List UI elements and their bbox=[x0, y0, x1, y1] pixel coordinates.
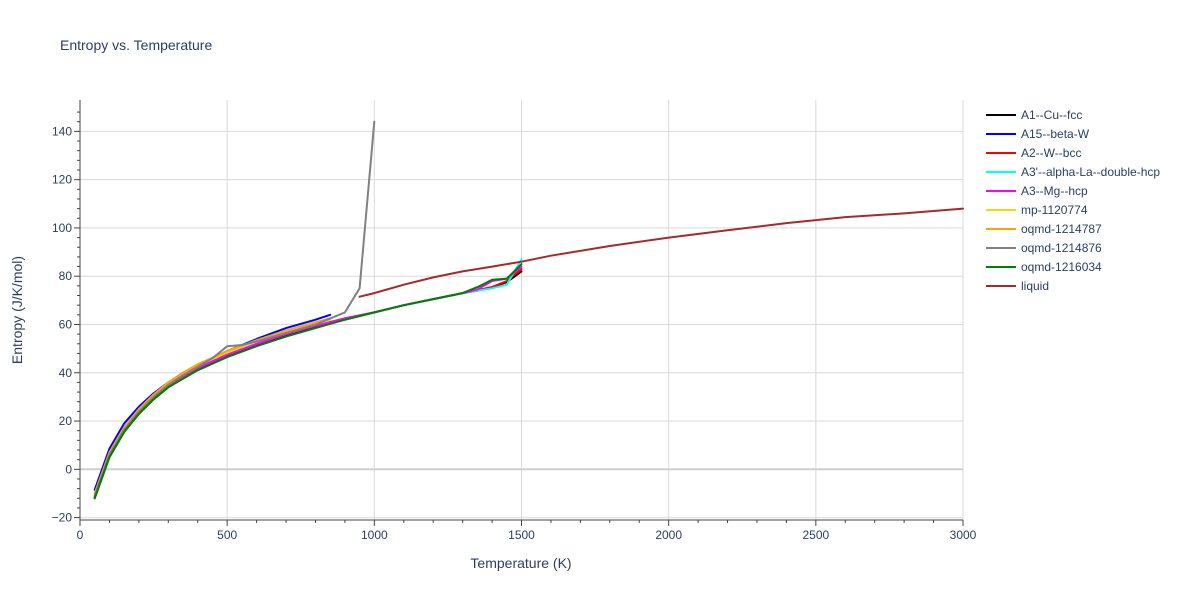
series-lines bbox=[93, 120, 964, 500]
legend-label: A3'--alpha-La--double-hcp bbox=[1021, 165, 1160, 179]
y-axis-title: Entropy (J/K/mol) bbox=[9, 256, 25, 364]
legend-label: A1--Cu--fcc bbox=[1021, 108, 1082, 122]
legend-label: liquid bbox=[1021, 279, 1049, 293]
x-tick-label: 3000 bbox=[950, 528, 977, 542]
y-tick-label: 80 bbox=[59, 269, 73, 283]
series-line-oqmd-1216034[interactable] bbox=[93, 263, 523, 500]
legend-item[interactable]: mp-1120774 bbox=[986, 203, 1088, 217]
series-line-A3--Mg--hcp[interactable] bbox=[93, 265, 523, 499]
y-tick-label: 100 bbox=[52, 221, 72, 235]
legend-label: oqmd-1214787 bbox=[1021, 222, 1102, 236]
y-tick-label: 140 bbox=[52, 124, 72, 138]
x-tick-label: 1500 bbox=[508, 528, 535, 542]
series-line-A15--beta-W[interactable] bbox=[93, 313, 332, 491]
legend-item[interactable]: oqmd-1216034 bbox=[986, 260, 1102, 274]
legend-item[interactable]: A15--beta-W bbox=[986, 127, 1090, 141]
legend-item[interactable]: A3--Mg--hcp bbox=[986, 184, 1088, 198]
legend-item[interactable]: A2--W--bcc bbox=[986, 146, 1081, 160]
x-tick-label: 500 bbox=[217, 528, 237, 542]
legend-item[interactable]: A3'--alpha-La--double-hcp bbox=[986, 165, 1160, 179]
legend-item[interactable]: oqmd-1214787 bbox=[986, 222, 1102, 236]
x-tick-label: 2000 bbox=[655, 528, 682, 542]
series-line-A1--Cu--fcc[interactable] bbox=[93, 270, 523, 500]
x-tick-label: 1000 bbox=[361, 528, 388, 542]
legend-label: A15--beta-W bbox=[1021, 127, 1090, 141]
y-tick-label: 20 bbox=[59, 414, 73, 428]
gridlines bbox=[80, 100, 964, 520]
series-line-liquid[interactable] bbox=[358, 207, 964, 298]
series-line-oqmd-1214876[interactable] bbox=[93, 120, 376, 497]
legend-label: oqmd-1216034 bbox=[1021, 260, 1102, 274]
y-tick-label: 40 bbox=[59, 366, 73, 380]
y-tick-label: −20 bbox=[52, 511, 73, 525]
chart-title: Entropy vs. Temperature bbox=[60, 37, 212, 53]
x-tick-label: 0 bbox=[77, 528, 84, 542]
legend-item[interactable]: oqmd-1214876 bbox=[986, 241, 1102, 255]
legend[interactable]: A1--Cu--fcc A15--beta-W A2--W--bcc A3'--alp… bbox=[986, 108, 1160, 293]
axes: 0 500 1000 1500 2000 2500 3000 −20 0 20 40 60 80 100 1… bbox=[52, 100, 977, 542]
legend-label: mp-1120774 bbox=[1021, 203, 1088, 217]
series-line-A2--W--bcc[interactable] bbox=[93, 268, 523, 499]
legend-label: oqmd-1214876 bbox=[1021, 241, 1102, 255]
legend-item[interactable]: liquid bbox=[986, 279, 1049, 293]
x-tick-label: 2500 bbox=[802, 528, 829, 542]
x-axis-title: Temperature (K) bbox=[470, 555, 571, 571]
legend-item[interactable]: A1--Cu--fcc bbox=[986, 108, 1082, 122]
y-tick-label: 120 bbox=[52, 173, 72, 187]
series-line-oqmd-1214787[interactable] bbox=[93, 317, 332, 495]
y-tick-label: 60 bbox=[59, 317, 73, 331]
legend-label: A2--W--bcc bbox=[1021, 146, 1081, 160]
legend-label: A3--Mg--hcp bbox=[1021, 184, 1088, 198]
y-tick-label: 0 bbox=[65, 462, 72, 476]
